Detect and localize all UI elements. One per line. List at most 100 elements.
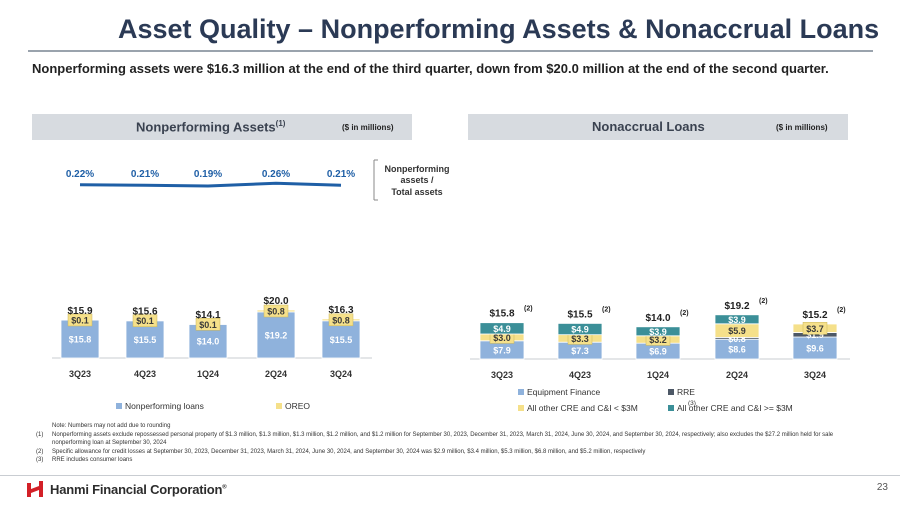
legend-label: All other CRE and C&I < $3M xyxy=(527,403,638,413)
legend-swatch xyxy=(276,403,282,409)
bar-segment xyxy=(635,326,681,337)
footnote: Note: Numbers may not add due to roundin… xyxy=(52,423,171,429)
value-box xyxy=(263,304,289,318)
footer-divider xyxy=(0,475,900,476)
x-tick-label: 2Q24 xyxy=(726,370,748,380)
footnotes: Note: Numbers may not add due to roundin… xyxy=(36,422,866,465)
bar-value-label: $3.7 xyxy=(806,324,824,334)
hanmi-logo-icon xyxy=(27,481,43,497)
legend-swatch xyxy=(668,405,674,411)
bar-segment xyxy=(479,322,525,335)
footnote-marker: (2) xyxy=(759,298,768,305)
bar-value-label: $19.2 xyxy=(265,331,288,341)
right-panel-unit: ($ in millions) xyxy=(776,123,828,132)
legend-footnote-marker: (3) xyxy=(688,400,696,407)
bar-total-label: $14.0 xyxy=(645,313,670,324)
ratio-value-label: 0.19% xyxy=(194,169,222,180)
footnote-marker: (2) xyxy=(602,306,611,313)
ratio-label-line-2: assets / xyxy=(400,175,434,185)
bar-total-label: $15.6 xyxy=(132,307,157,318)
value-box xyxy=(132,314,158,327)
bar-value-label: $8.6 xyxy=(728,345,746,355)
footnote: (1) Nonperforming assets exclude reposses… xyxy=(36,431,834,447)
left-panel-title: Nonperforming Assets(1) xyxy=(136,119,286,135)
bar-total-label: $19.2 xyxy=(724,301,749,312)
bar-value-label: $4.9 xyxy=(571,325,589,335)
bar-total-label: $15.9 xyxy=(67,306,92,317)
bar-total-label: $15.5 xyxy=(567,309,592,320)
title-divider xyxy=(28,50,873,52)
footnote-marker: (2) xyxy=(680,310,689,317)
bar-value-label: $3.3 xyxy=(571,334,589,344)
legend-swatch xyxy=(116,403,122,409)
x-tick-label: 3Q23 xyxy=(491,370,513,380)
bar-value-label: $15.5 xyxy=(134,335,157,345)
legend-swatch xyxy=(518,389,524,395)
legend-swatch xyxy=(518,405,524,411)
bar-segment xyxy=(125,320,165,359)
legend-swatch xyxy=(668,389,674,395)
bar-value-label: $14.0 xyxy=(197,337,220,347)
left-panel-header: Nonperforming Assets(1) ($ in millions) xyxy=(32,114,412,140)
value-box xyxy=(67,313,93,327)
bar-value-label: $9.6 xyxy=(806,344,824,354)
ratio-value-label: 0.22% xyxy=(66,169,94,180)
bar-value-label: $0.1 xyxy=(199,320,217,330)
bar-total-label: $15.2 xyxy=(802,310,827,321)
right-panel-title: Nonaccrual Loans xyxy=(592,119,705,134)
legend-label: Equipment Finance xyxy=(527,387,601,397)
value-box xyxy=(802,322,828,335)
x-tick-label: 1Q24 xyxy=(647,370,669,380)
footnote: (2) Specific allowance for credit losses … xyxy=(36,448,646,455)
bar-value-label: $3.0 xyxy=(493,333,511,343)
footnote-marker: (2) xyxy=(837,307,846,314)
bar-value-label: $7.3 xyxy=(571,346,589,356)
page-title: Asset Quality – Nonperforming Assets & N… xyxy=(118,14,880,44)
bar-total-label: $20.0 xyxy=(263,296,288,307)
legend-label: All other CRE and C&I >= $3M xyxy=(677,403,793,413)
logo-wordmark: Hanmi Financial Corporation® xyxy=(50,481,227,497)
x-tick-label: 3Q24 xyxy=(804,370,826,380)
bar-value-label: $0.1 xyxy=(136,316,154,326)
ratio-label-line-3: Total assets xyxy=(391,187,442,197)
bar-value-label: $0.1 xyxy=(71,316,89,326)
footnote-marker: (2) xyxy=(524,306,533,313)
bar-total-label: $15.8 xyxy=(489,309,514,320)
left-panel-unit: ($ in millions) xyxy=(342,123,394,132)
footnote: (3) RRE includes consumer loans xyxy=(36,457,133,464)
bar-value-label: $0.8 xyxy=(728,334,746,344)
bar-value-label: $7.9 xyxy=(493,345,511,355)
ratio-value-label: 0.26% xyxy=(262,169,290,180)
bar-value-label: $5.9 xyxy=(728,326,746,336)
bar-value-label: $15.5 xyxy=(330,335,353,345)
ratio-value-label: 0.21% xyxy=(131,169,159,180)
x-tick-label: 4Q23 xyxy=(134,369,156,379)
legend-label: RRE xyxy=(677,387,695,397)
ratio-line xyxy=(79,181,342,188)
x-tick-label: 1Q24 xyxy=(197,369,219,379)
right-panel-header: Nonaccrual Loans ($ in millions) xyxy=(468,114,848,140)
x-tick-label: 3Q24 xyxy=(330,369,352,379)
bar-value-label: $0.8 xyxy=(267,307,285,317)
bar-value-label: $3.9 xyxy=(728,315,746,325)
page-number: 23 xyxy=(876,482,888,493)
bar-value-label: $3.9 xyxy=(649,327,667,337)
x-tick-label: 2Q24 xyxy=(265,369,287,379)
bar-value-label: $6.9 xyxy=(649,347,667,357)
bar-total-label: $14.1 xyxy=(195,310,220,321)
company-logo: Hanmi Financial Corporation® xyxy=(26,480,227,498)
bar-value-label: $3.2 xyxy=(649,335,667,345)
legend-label: OREO xyxy=(285,401,310,411)
value-box xyxy=(328,313,354,327)
ratio-value-label: 0.21% xyxy=(327,169,355,180)
ratio-label-line-1: Nonperforming xyxy=(385,164,450,174)
value-box xyxy=(195,318,221,331)
x-tick-label: 4Q23 xyxy=(569,370,591,380)
bar-total-label: $16.3 xyxy=(328,305,353,316)
bar-value-label: $15.8 xyxy=(69,335,92,345)
bar-segment xyxy=(256,311,296,359)
bar-segment xyxy=(60,319,100,359)
bar-value-label: $0.8 xyxy=(332,315,350,325)
